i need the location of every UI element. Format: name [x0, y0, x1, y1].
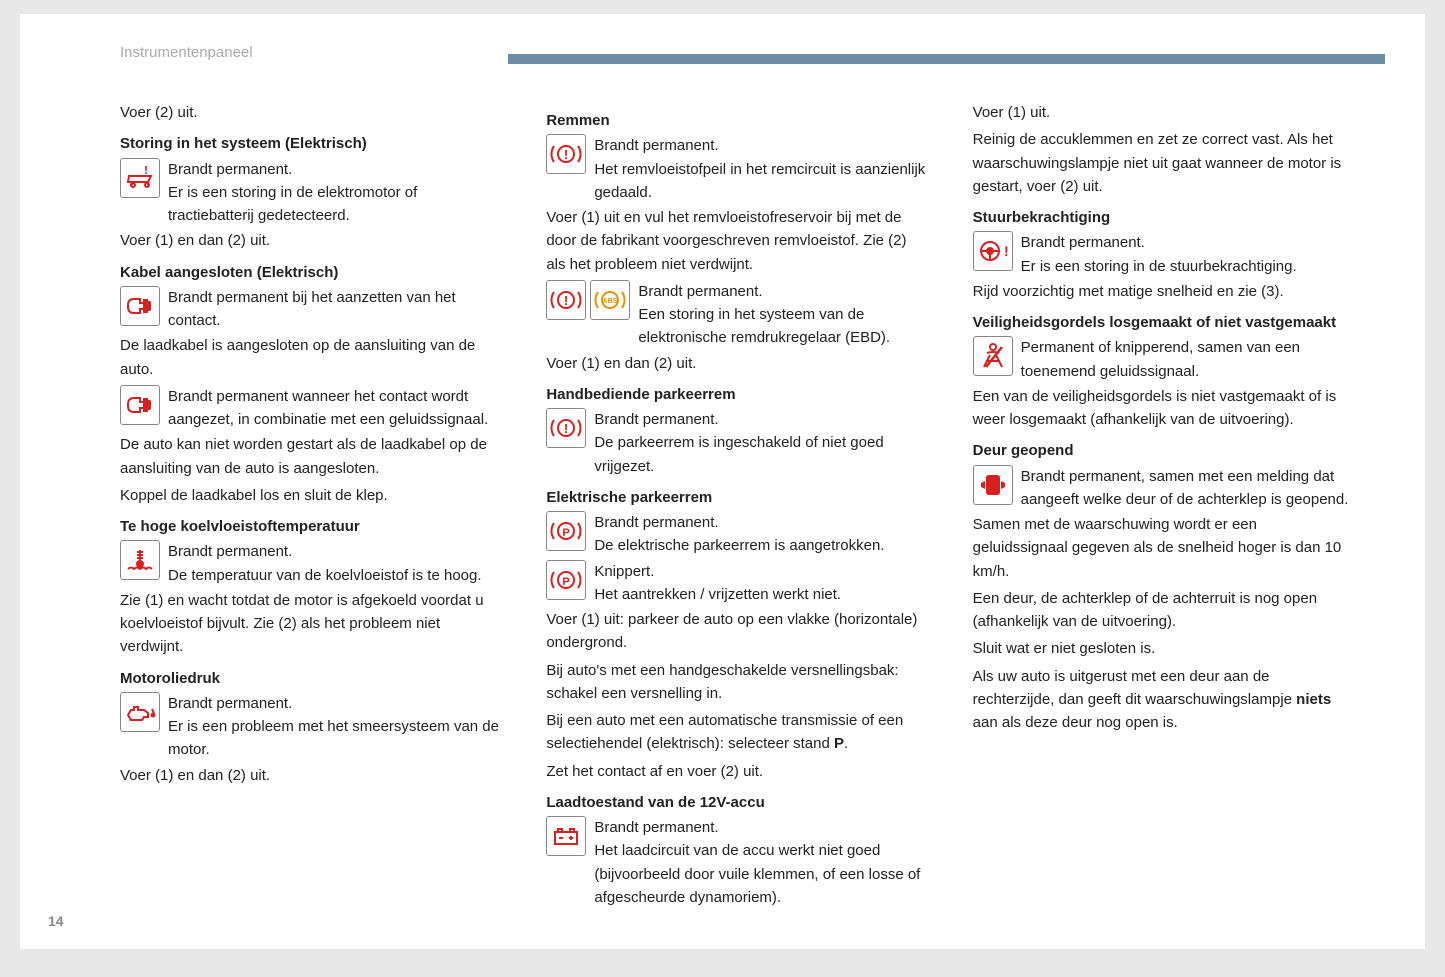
text: Brandt permanent bij het aanzetten van h… — [168, 286, 502, 333]
svg-text:!: ! — [564, 421, 568, 436]
text: Brandt permanent. — [594, 511, 928, 534]
text: Reinig de accuklemmen en zet ze correct … — [973, 128, 1355, 198]
text: Als uw auto is uitgerust met een deur aa… — [973, 665, 1355, 735]
text: Brandt permanent wanneer het contact wor… — [168, 385, 502, 432]
heading: Veiligheidsgordels losgemaakt of niet va… — [973, 311, 1355, 334]
text: Het remvloeistofpeil in het remcircuit i… — [594, 158, 928, 205]
coolant-temp-icon — [120, 540, 160, 580]
text: Voer (2) uit. — [120, 101, 502, 124]
heading: Laadtoestand van de 12V-accu — [546, 791, 928, 814]
text: Er is een storing in de stuurbekrachtigi… — [1021, 255, 1355, 278]
column-2: Remmen ! Brandt permanent. Het remvloeis… — [546, 101, 928, 911]
text: Een van de veiligheidsgordels is niet va… — [973, 385, 1355, 432]
svg-text:!: ! — [564, 293, 568, 308]
heading: Motoroliedruk — [120, 667, 502, 690]
text: Brandt permanent. — [168, 540, 502, 563]
page: Instrumentenpaneel Voer (2) uit. Storing… — [20, 14, 1425, 949]
svg-text:P: P — [563, 576, 570, 588]
text: Brandt permanent. — [168, 158, 502, 181]
text: Koppel de laadkabel los en sluit de klep… — [120, 484, 502, 507]
text: Brandt permanent. — [1021, 231, 1355, 254]
parking-brake-icon: P — [546, 511, 586, 551]
text: Samen met de waarschuwing wordt er een g… — [973, 513, 1355, 583]
text: Het aantrekken / vrijzetten werkt niet. — [594, 583, 928, 606]
svg-text:!: ! — [1004, 243, 1009, 259]
text: Voer (1) uit en vul het remvloeistofrese… — [546, 206, 928, 276]
text: Brandt permanent. — [594, 134, 928, 157]
brake-warning-icon: ! — [546, 134, 586, 174]
heading: Stuurbekrachtiging — [973, 206, 1355, 229]
text: De temperatuur van de koelvloeistof is t… — [168, 564, 502, 587]
svg-text:!: ! — [564, 147, 568, 162]
text: Knippert. — [594, 560, 928, 583]
header-bar — [508, 54, 1385, 64]
svg-text:ABS: ABS — [603, 298, 618, 305]
plug-icon — [120, 385, 160, 425]
parking-brake-icon: P — [546, 560, 586, 600]
text: Sluit wat er niet gesloten is. — [973, 637, 1355, 660]
door-open-icon — [973, 465, 1013, 505]
text: Brandt permanent, samen met een melding … — [1021, 465, 1355, 512]
text: Voer (1) en dan (2) uit. — [120, 764, 502, 787]
text: Het laadcircuit van de accu werkt niet g… — [594, 839, 928, 909]
car-alert-icon: ! — [120, 158, 160, 198]
text: Brandt permanent. — [168, 692, 502, 715]
text: Brandt permanent. — [594, 408, 928, 431]
column-1: Voer (2) uit. Storing in het systeem (El… — [120, 101, 502, 911]
text: Brandt permanent. — [638, 280, 928, 303]
battery-icon — [546, 816, 586, 856]
text: Voer (1) uit: parkeer de auto op een vla… — [546, 608, 928, 655]
text: Er is een storing in de elektromotor of … — [168, 181, 502, 228]
text: Een deur, de achterklep of de achterruit… — [973, 587, 1355, 634]
heading: Deur geopend — [973, 439, 1355, 462]
heading: Kabel aangesloten (Elektrisch) — [120, 261, 502, 284]
steering-icon: ! — [973, 231, 1013, 271]
plug-icon — [120, 286, 160, 326]
text: De auto kan niet worden gestart als de l… — [120, 433, 502, 480]
content-columns: Voer (2) uit. Storing in het systeem (El… — [70, 101, 1375, 911]
text: Zie (1) en wacht totdat de motor is afge… — [120, 589, 502, 659]
svg-text:!: ! — [144, 166, 148, 177]
column-3: Voer (1) uit. Reinig de accuklemmen en z… — [973, 101, 1355, 911]
heading: Storing in het systeem (Elektrisch) — [120, 132, 502, 155]
text: Er is een probleem met het smeersysteem … — [168, 715, 502, 762]
text: Voer (1) uit. — [973, 101, 1355, 124]
text: Zet het contact af en voer (2) uit. — [546, 760, 928, 783]
brake-warning-icon: ! — [546, 280, 586, 320]
heading: Remmen — [546, 109, 928, 132]
heading: Handbediende parkeerrem — [546, 383, 928, 406]
svg-text:P: P — [563, 527, 570, 539]
abs-icon: ABS — [590, 280, 630, 320]
seatbelt-icon — [973, 336, 1013, 376]
text: Permanent of knipperend, samen van een t… — [1021, 336, 1355, 383]
text: Brandt permanent. — [594, 816, 928, 839]
page-number: 14 — [48, 913, 64, 929]
text: De elektrische parkeerrem is aangetrokke… — [594, 534, 928, 557]
text: Voer (1) en dan (2) uit. — [120, 229, 502, 252]
text: Rijd voorzichtig met matige snelheid en … — [973, 280, 1355, 303]
heading: Elektrische parkeerrem — [546, 486, 928, 509]
heading: Te hoge koelvloeistoftemperatuur — [120, 515, 502, 538]
brake-warning-icon: ! — [546, 408, 586, 448]
text: De parkeerrem is ingeschakeld of niet go… — [594, 431, 928, 478]
oil-pressure-icon — [120, 692, 160, 732]
text: Bij auto's met een handgeschakelde versn… — [546, 659, 928, 706]
text: Bij een auto met een automatische transm… — [546, 709, 928, 756]
text: De laadkabel is aangesloten op de aanslu… — [120, 334, 502, 381]
text: Voer (1) en dan (2) uit. — [546, 352, 928, 375]
text: Een storing in het systeem van de elektr… — [638, 303, 928, 350]
